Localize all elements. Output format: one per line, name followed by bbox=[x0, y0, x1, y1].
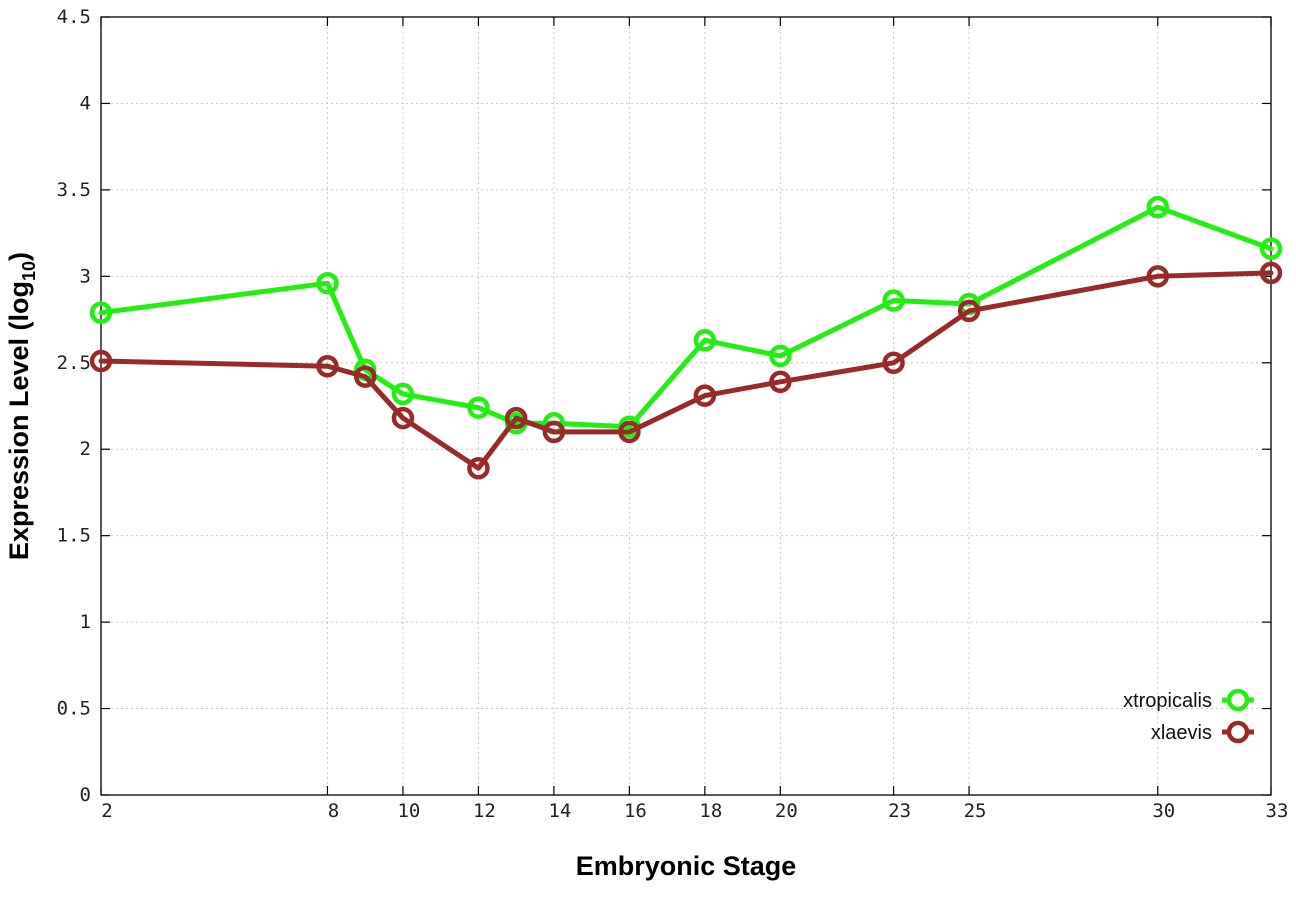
legend-label-xlaevis: xlaevis bbox=[1151, 722, 1212, 744]
x-tick-label: 2 bbox=[101, 800, 112, 822]
x-tick-label: 30 bbox=[1152, 800, 1175, 822]
series-line-xtropicalis bbox=[98, 204, 1274, 430]
data-point-xtropicalis bbox=[316, 271, 339, 295]
y-axis-title-subscript: 10 bbox=[19, 261, 39, 281]
data-point-xlaevis bbox=[1146, 265, 1170, 288]
series-layer bbox=[89, 195, 1283, 480]
y-tick-label: 3 bbox=[80, 265, 91, 287]
plot-frame bbox=[100, 16, 1272, 796]
data-point-xtropicalis bbox=[1259, 237, 1283, 260]
series-xtropicalis bbox=[89, 195, 1283, 438]
data-point-xtropicalis bbox=[882, 289, 905, 312]
data-point-xtropicalis bbox=[1146, 195, 1170, 219]
data-point-xtropicalis bbox=[769, 344, 792, 368]
x-tick-label: 20 bbox=[775, 800, 798, 822]
data-point-xlaevis bbox=[1259, 261, 1283, 285]
data-point-xtropicalis bbox=[467, 396, 490, 419]
x-tick-label: 12 bbox=[473, 800, 496, 822]
y-axis-title: Expression Level (log10) bbox=[4, 252, 39, 560]
y-axis-title-main: Expression Level (log bbox=[4, 281, 34, 560]
data-point-xlaevis bbox=[89, 349, 113, 373]
y-tick-label: 3.5 bbox=[57, 179, 91, 201]
data-point-xtropicalis bbox=[89, 301, 113, 324]
y-tick-label: 1.5 bbox=[57, 525, 91, 547]
x-tick-label: 16 bbox=[624, 800, 647, 822]
axes: 0 0.5 1 1.5 2 2.5 3 3.5 4 4.5 2 8 10 12 14 16 18 20 23 25 30… bbox=[57, 6, 1289, 822]
data-point-xlaevis bbox=[882, 351, 905, 375]
series-line-xlaevis bbox=[98, 270, 1274, 471]
x-tick-label: 8 bbox=[328, 800, 339, 822]
x-tick-label: 10 bbox=[397, 800, 420, 822]
x-tick-label: 33 bbox=[1266, 800, 1289, 822]
y-tick-label: 4.5 bbox=[57, 6, 91, 28]
legend: xtropicalis xlaevis bbox=[1123, 688, 1254, 744]
x-tick-label: 14 bbox=[548, 800, 571, 822]
legend-marker-xtropicalis bbox=[1226, 688, 1250, 712]
data-point-xlaevis bbox=[353, 365, 377, 388]
legend-label-xtropicalis: xtropicalis bbox=[1123, 690, 1212, 712]
y-tick-label: 0 bbox=[80, 784, 91, 806]
data-point-xlaevis bbox=[769, 370, 792, 394]
data-point-xlaevis bbox=[467, 456, 490, 480]
x-tick-label: 23 bbox=[888, 800, 911, 822]
data-point-xlaevis bbox=[957, 299, 981, 323]
data-point-xlaevis bbox=[504, 406, 528, 430]
data-point-xlaevis bbox=[542, 420, 566, 444]
y-axis-title-close: ) bbox=[4, 252, 34, 261]
y-tick-label: 1 bbox=[80, 611, 91, 633]
data-point-xlaevis bbox=[391, 406, 415, 430]
data-point-xlaevis bbox=[618, 420, 641, 444]
y-tick-label: 2.5 bbox=[57, 352, 91, 374]
y-tick-label: 4 bbox=[80, 92, 91, 114]
legend-marker-xlaevis bbox=[1226, 720, 1250, 744]
x-tick-label: 25 bbox=[964, 800, 987, 822]
x-tick-label: 18 bbox=[699, 800, 722, 822]
y-tick-label: 0.5 bbox=[57, 698, 91, 720]
series-xlaevis bbox=[89, 261, 1283, 480]
data-point-xtropicalis bbox=[693, 329, 717, 352]
data-point-xlaevis bbox=[693, 384, 717, 407]
data-point-xtropicalis bbox=[391, 382, 415, 406]
data-point-xlaevis bbox=[316, 354, 339, 378]
x-axis-title: Embryonic Stage bbox=[576, 851, 797, 881]
y-tick-label: 2 bbox=[80, 438, 91, 460]
